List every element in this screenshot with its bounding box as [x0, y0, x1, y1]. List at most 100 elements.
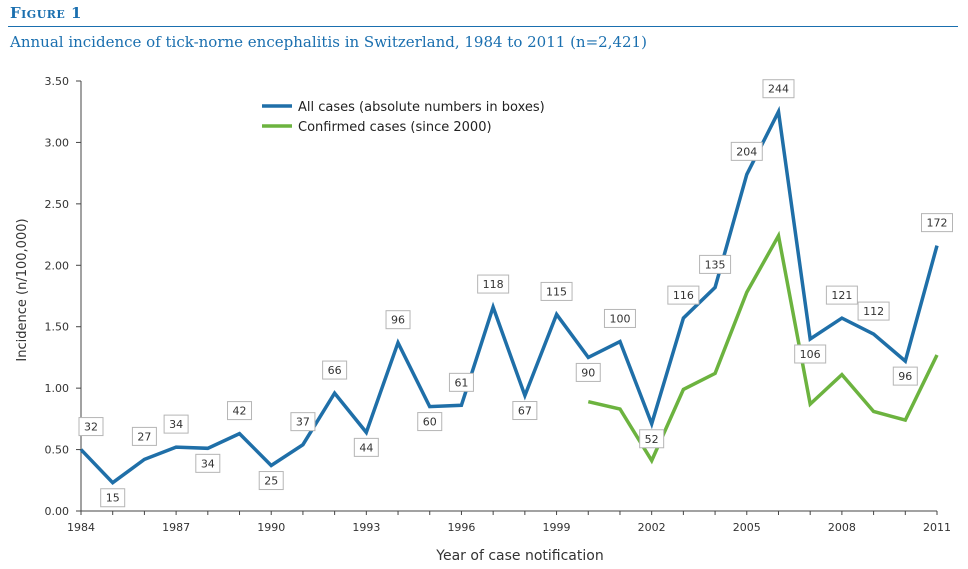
data-label-frame [575, 362, 601, 382]
x-tick-label: 1993 [352, 521, 380, 534]
all-cases-line [79, 105, 939, 486]
data-label-value: 66 [328, 364, 342, 377]
chart-legend: All cases (absolute numbers in boxes) Co… [262, 100, 545, 135]
data-label-value: 118 [483, 278, 504, 291]
data-label-box: 121 [825, 285, 858, 305]
data-label-box: 34 [195, 453, 221, 473]
figure-label: Figure 1 [10, 4, 82, 22]
data-label-frame [921, 213, 953, 233]
data-label-box: 244 [762, 79, 795, 99]
x-tick-label: 2008 [828, 521, 856, 534]
y-axis-title: Incidence (n/100,000) [15, 218, 30, 361]
data-label-value: 90 [581, 366, 595, 379]
y-tick-label: 1.50 [45, 321, 70, 334]
data-label-frame [448, 372, 474, 392]
data-label-value: 135 [705, 258, 726, 271]
data-label-box: 115 [540, 281, 573, 301]
data-label-frame [227, 401, 253, 421]
data-label-box: 116 [667, 285, 700, 305]
legend-label-all-cases: All cases (absolute numbers in boxes) [298, 100, 545, 115]
confirmed-cases-line [587, 230, 939, 465]
data-label-value: 34 [201, 457, 215, 470]
data-label-frame [78, 417, 104, 437]
header-rule [8, 26, 958, 27]
x-tick-label: 1996 [447, 521, 475, 534]
data-label-frame [163, 414, 189, 434]
x-tick-label: 1999 [543, 521, 571, 534]
data-label-value: 204 [736, 145, 757, 158]
data-label-value: 27 [137, 430, 151, 443]
data-label-box: 204 [730, 141, 763, 161]
data-label-frame [290, 412, 316, 432]
data-label-box: 67 [512, 401, 538, 421]
x-tick-label: 1984 [67, 521, 95, 534]
data-label-frame [699, 254, 732, 274]
y-tick-label: 0.50 [45, 444, 70, 457]
data-label-box: 66 [322, 360, 348, 380]
y-tick-label: 1.00 [45, 382, 70, 395]
data-label-box: 135 [699, 254, 732, 274]
x-tick-label: 2002 [638, 521, 666, 534]
data-label-box: 42 [227, 401, 253, 421]
data-label-value: 44 [359, 441, 373, 454]
data-label-value: 116 [673, 289, 694, 302]
x-axis-tick-labels: 1984 1987 1990 1993 1996 1999 2002 2005 2008 2011 [67, 521, 951, 534]
data-label-box: 34 [163, 414, 189, 434]
data-label-box: 52 [639, 429, 665, 449]
data-label-value: 25 [264, 475, 278, 488]
x-tick-label: 2005 [733, 521, 761, 534]
data-label-frame [100, 488, 126, 508]
data-label-frame [477, 274, 510, 294]
data-label-value: 61 [454, 376, 468, 389]
data-label-frame [730, 141, 763, 161]
legend-label-confirmed: Confirmed cases (since 2000) [298, 120, 492, 135]
y-tick-label: 3.00 [45, 136, 70, 149]
data-label-value: 67 [518, 405, 532, 418]
data-label-box: 106 [794, 344, 827, 364]
data-label-value: 37 [296, 416, 310, 429]
y-tick-label: 3.50 [45, 75, 70, 88]
data-label-frame [892, 366, 918, 386]
data-label-box: 44 [353, 437, 379, 457]
data-label-frame [794, 344, 827, 364]
y-tick-label: 2.50 [45, 198, 70, 211]
data-label-value: 96 [391, 314, 405, 327]
data-label-box: 61 [448, 372, 474, 392]
figure-title: Annual incidence of tick-norne encephali… [10, 33, 647, 51]
data-label-value: 244 [768, 83, 789, 96]
y-axis-tick-labels: 0.00 0.50 1.00 1.50 2.00 2.50 3.00 3.50 [45, 75, 70, 518]
data-label-frame [540, 281, 573, 301]
data-label-value: 112 [863, 305, 884, 318]
data-label-value: 34 [169, 418, 183, 431]
data-label-box: 15 [100, 488, 126, 508]
data-label-box: 172 [921, 213, 953, 233]
x-tick-label: 1987 [162, 521, 190, 534]
data-label-box: 37 [290, 412, 316, 432]
data-label-value: 60 [423, 416, 437, 429]
chart-axes [76, 80, 938, 515]
data-label-frame [195, 453, 221, 473]
data-label-frame [131, 426, 157, 446]
data-label-frame [417, 412, 443, 432]
data-label-box: 60 [417, 412, 443, 432]
data-label-box: 96 [892, 366, 918, 386]
data-label-value: 115 [546, 285, 567, 298]
data-label-box: 118 [477, 274, 510, 294]
data-label-value: 42 [233, 405, 247, 418]
data-label-value: 172 [927, 217, 948, 230]
data-label-boxes: 32 15 27 34 34 42 25 37 66 44 96 60 61 118 67 115 90 100 5… [78, 79, 953, 508]
data-label-frame [639, 429, 665, 449]
data-label-frame [762, 79, 795, 99]
data-label-frame [353, 437, 379, 457]
data-label-value: 15 [106, 492, 120, 505]
data-label-frame [385, 310, 411, 330]
data-label-frame [825, 285, 858, 305]
data-label-value: 96 [898, 370, 912, 383]
data-label-box: 27 [131, 426, 157, 446]
data-label-value: 121 [831, 289, 852, 302]
series-lines [79, 105, 939, 486]
data-label-frame [322, 360, 348, 380]
data-label-box: 90 [575, 362, 601, 382]
y-tick-label: 0.00 [45, 505, 70, 518]
data-label-value: 52 [645, 433, 659, 446]
